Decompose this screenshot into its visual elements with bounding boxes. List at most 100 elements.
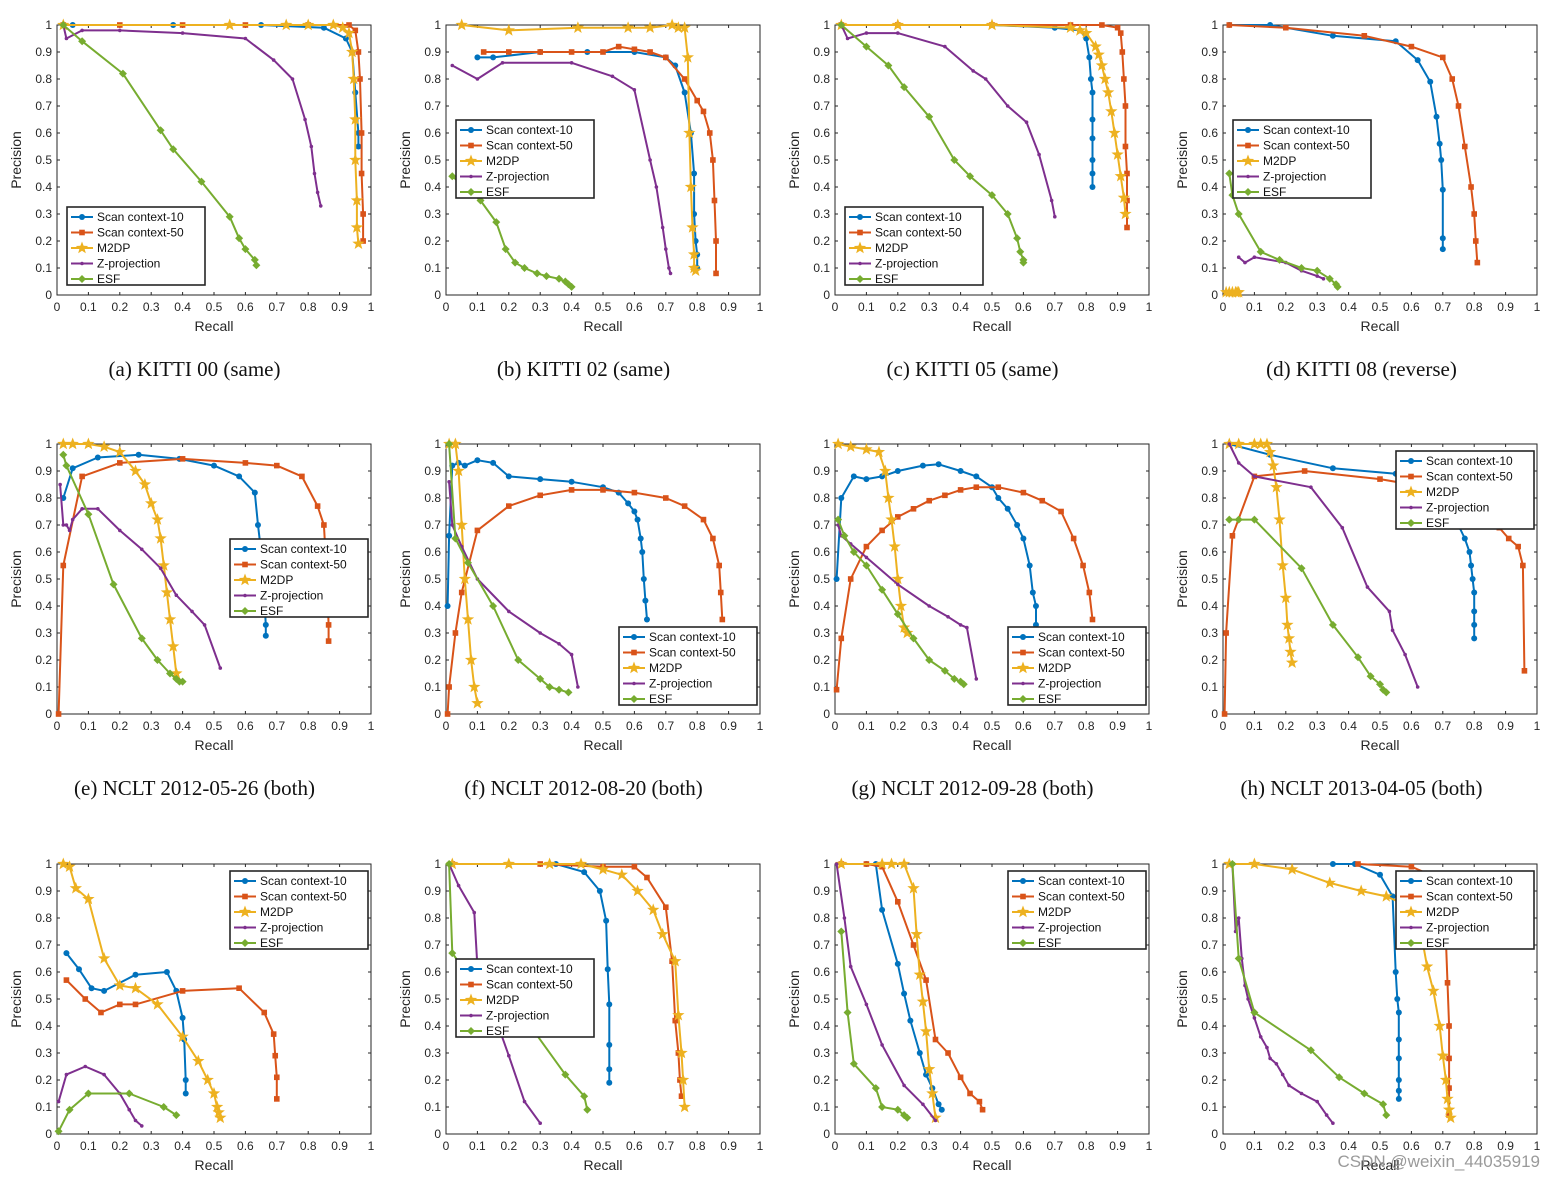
data-point (571, 21, 585, 33)
data-point (57, 437, 70, 450)
data-point (615, 43, 622, 50)
legend-label: Z-projection (260, 589, 323, 603)
legend-marker (1409, 925, 1413, 930)
legend-marker (78, 275, 86, 283)
data-point (450, 63, 455, 68)
data-point (1515, 543, 1521, 550)
x-tick-label: 0.1 (1246, 300, 1263, 314)
data-point (713, 238, 719, 244)
data-point (179, 456, 186, 462)
data-point (1089, 116, 1096, 123)
data-point (303, 117, 307, 122)
data-point (461, 613, 475, 625)
data-point (537, 476, 544, 483)
data-point (179, 988, 186, 994)
data-point (603, 917, 610, 924)
y-tick-label: 0.4 (35, 1019, 52, 1033)
x-tick-label: 0.6 (237, 719, 254, 733)
data-point (1275, 255, 1284, 264)
x-tick-label: 0.1 (1246, 719, 1263, 733)
y-axis-label: Precision (786, 970, 802, 1028)
data-point (55, 711, 62, 717)
data-point (64, 1072, 69, 1077)
x-tick-label: 0.4 (174, 719, 191, 733)
data-point (474, 527, 481, 534)
y-axis-label: Precision (1174, 970, 1190, 1028)
legend-marker (241, 939, 249, 947)
data-point (863, 476, 870, 483)
chart-panel-4: 00 0.1 0.1 0.2 0.2 0.3 0.3 0.4 0.4 0.5 0.5 0.6 0.6 0.… (1174, 18, 1541, 334)
legend-marker (1404, 485, 1418, 498)
data-point (678, 1093, 685, 1099)
legend-box (229, 870, 369, 950)
data-point (1114, 24, 1121, 31)
data-point (1395, 1095, 1402, 1102)
data-point (672, 21, 685, 33)
data-point (907, 1017, 914, 1024)
data-point (610, 74, 615, 79)
data-point (447, 480, 451, 484)
data-point (1268, 1056, 1272, 1061)
y-tick-label: 0.3 (813, 626, 830, 640)
data-point (1441, 1092, 1454, 1105)
x-tick-label: 0.1 (858, 719, 875, 733)
y-tick-label: 0.3 (424, 626, 441, 640)
data-point (167, 640, 180, 652)
data-point (64, 523, 69, 527)
data-point (895, 514, 901, 520)
legend-box (455, 958, 595, 1038)
legend-label: M2DP (1038, 905, 1071, 919)
legend-marker (1409, 505, 1413, 510)
data-point (1105, 104, 1118, 117)
y-tick-label: 0.1 (813, 261, 830, 275)
data-point (995, 495, 1002, 501)
legend-marker (238, 905, 252, 918)
data-point (967, 1090, 973, 1097)
legend-label: Scan context-50 (260, 890, 347, 904)
data-point (352, 237, 365, 249)
x-tick-label: 0.8 (300, 300, 317, 314)
data-point (1461, 535, 1468, 542)
data-point (894, 468, 901, 474)
data-point (988, 191, 996, 200)
x-tick-label: 0.6 (626, 719, 643, 733)
data-point (61, 523, 66, 527)
chart-panel-9: 00 0.1 0.1 0.2 0.2 0.3 0.3 0.4 0.4 0.5 0.5 0.6 0.6 0.… (8, 857, 375, 1173)
chart-panel-6: 00 0.1 0.1 0.2 0.2 0.3 0.3 0.4 0.4 0.5 0.5 0.6 0.6 0.… (397, 437, 764, 753)
data-point (687, 261, 701, 274)
legend-marker (853, 241, 867, 254)
data-point (926, 1087, 939, 1099)
y-tick-label: 0.2 (1201, 234, 1218, 248)
data-point (262, 621, 269, 628)
data-point (212, 1105, 225, 1118)
data-point (847, 576, 854, 582)
y-tick-label: 0.5 (424, 992, 441, 1006)
series-line (57, 1065, 143, 1127)
data-point (958, 623, 963, 627)
data-point (1471, 635, 1478, 642)
y-tick-label: 0.6 (1201, 126, 1218, 140)
y-tick-label: 0.9 (424, 45, 441, 59)
data-point (834, 515, 843, 524)
data-point (923, 1071, 930, 1078)
data-point (878, 585, 887, 594)
x-tick-label: 0.4 (1340, 1139, 1357, 1153)
legend-marker (468, 127, 474, 133)
data-point (502, 23, 515, 36)
data-point (907, 881, 920, 894)
data-point (455, 18, 468, 31)
legend-label: Z-projection (875, 257, 938, 271)
x-tick-label: 0.6 (626, 300, 643, 314)
data-point (160, 586, 174, 598)
data-point (1474, 259, 1481, 266)
y-tick-label: 0 (823, 1127, 830, 1141)
data-point (113, 445, 126, 458)
data-point (280, 18, 293, 31)
data-point (80, 28, 84, 33)
data-point (983, 77, 988, 81)
legend-marker (75, 241, 89, 254)
x-tick-label: 0.9 (1497, 719, 1514, 733)
data-point (1315, 274, 1319, 278)
y-axis-label: Precision (8, 131, 24, 189)
